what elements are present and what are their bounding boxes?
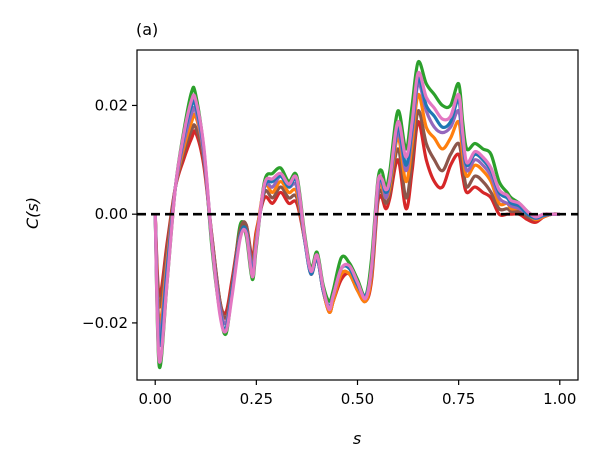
y-axis-label: C(s) (23, 197, 42, 229)
x-axis-ticks: 0.00 0.25 0.50 0.75 1.00 (139, 380, 576, 408)
y-tick-label: −0.02 (82, 314, 128, 332)
plot-area (153, 60, 560, 370)
panel-label: (a) (136, 20, 158, 39)
y-axis-ticks: −0.02 0.00 0.02 (82, 96, 137, 332)
y-tick-label: 0.00 (95, 205, 128, 223)
x-tick-label: 0.50 (341, 390, 374, 408)
x-tick-label: 0.25 (240, 390, 273, 408)
x-axis-label: s (353, 429, 361, 448)
series-line-7 (153, 70, 560, 364)
y-tick-label: 0.02 (95, 96, 128, 114)
x-tick-label: 1.00 (543, 390, 576, 408)
x-tick-label: 0.00 (139, 390, 172, 408)
x-tick-label: 0.75 (442, 390, 475, 408)
